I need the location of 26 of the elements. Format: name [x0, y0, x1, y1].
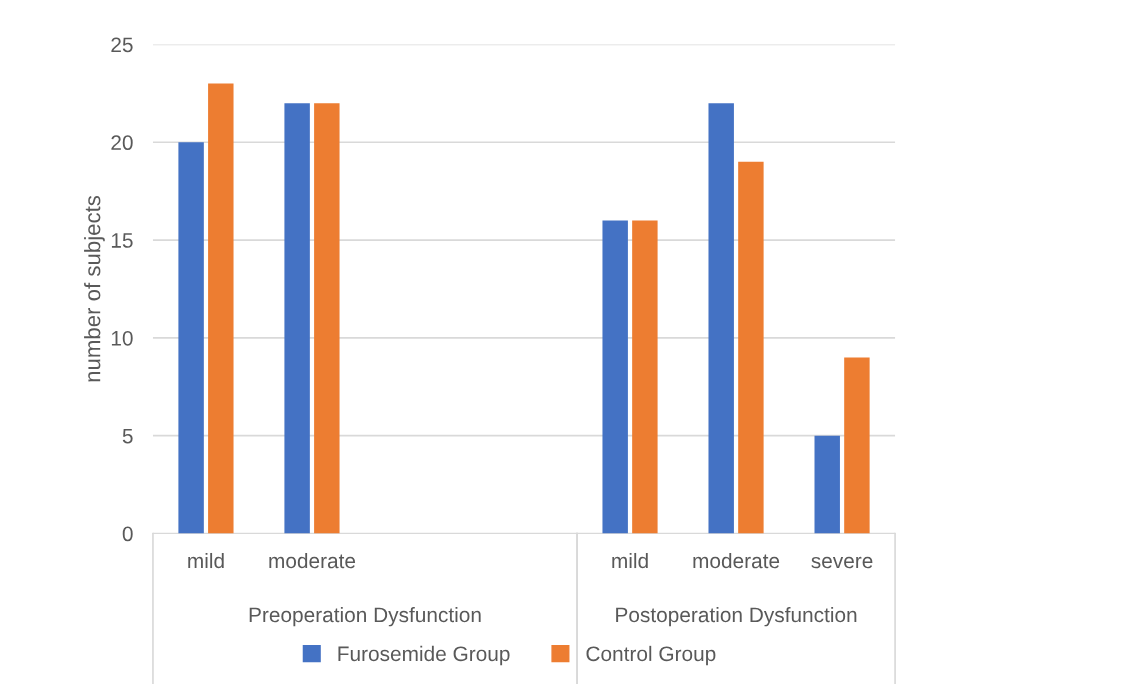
x-tick-label: moderate: [269, 552, 356, 569]
text: Preoperation Dysfunction: [249, 606, 481, 627]
x-tick-label: moderate: [693, 552, 780, 569]
bar: [602, 220, 628, 534]
y-tick-label: 25: [111, 37, 133, 53]
bar: [708, 103, 734, 534]
bar: [314, 103, 340, 534]
y-tick-label: 5: [122, 428, 133, 444]
x-tick-label: mild: [612, 552, 648, 569]
bar: [844, 357, 870, 534]
bar: [738, 161, 764, 534]
y-axis-title: number of subjects: [84, 195, 105, 382]
x-tick-label: mild: [188, 552, 224, 569]
bar: [178, 142, 204, 534]
y-tick-label: 0: [122, 526, 133, 542]
bar: [814, 435, 840, 534]
y-tick-label: 10: [111, 330, 133, 346]
bar: [632, 220, 658, 534]
text: Postoperation Dysfunction: [616, 606, 857, 627]
bar: [208, 83, 234, 534]
y-tick-label: 20: [111, 135, 133, 151]
legend-label: Control Group: [586, 645, 716, 666]
y-tick-label: 15: [111, 233, 133, 248]
legend-label: Furosemide Group: [338, 645, 510, 666]
bar: [284, 103, 310, 534]
x-tick-label: severe: [811, 556, 873, 569]
